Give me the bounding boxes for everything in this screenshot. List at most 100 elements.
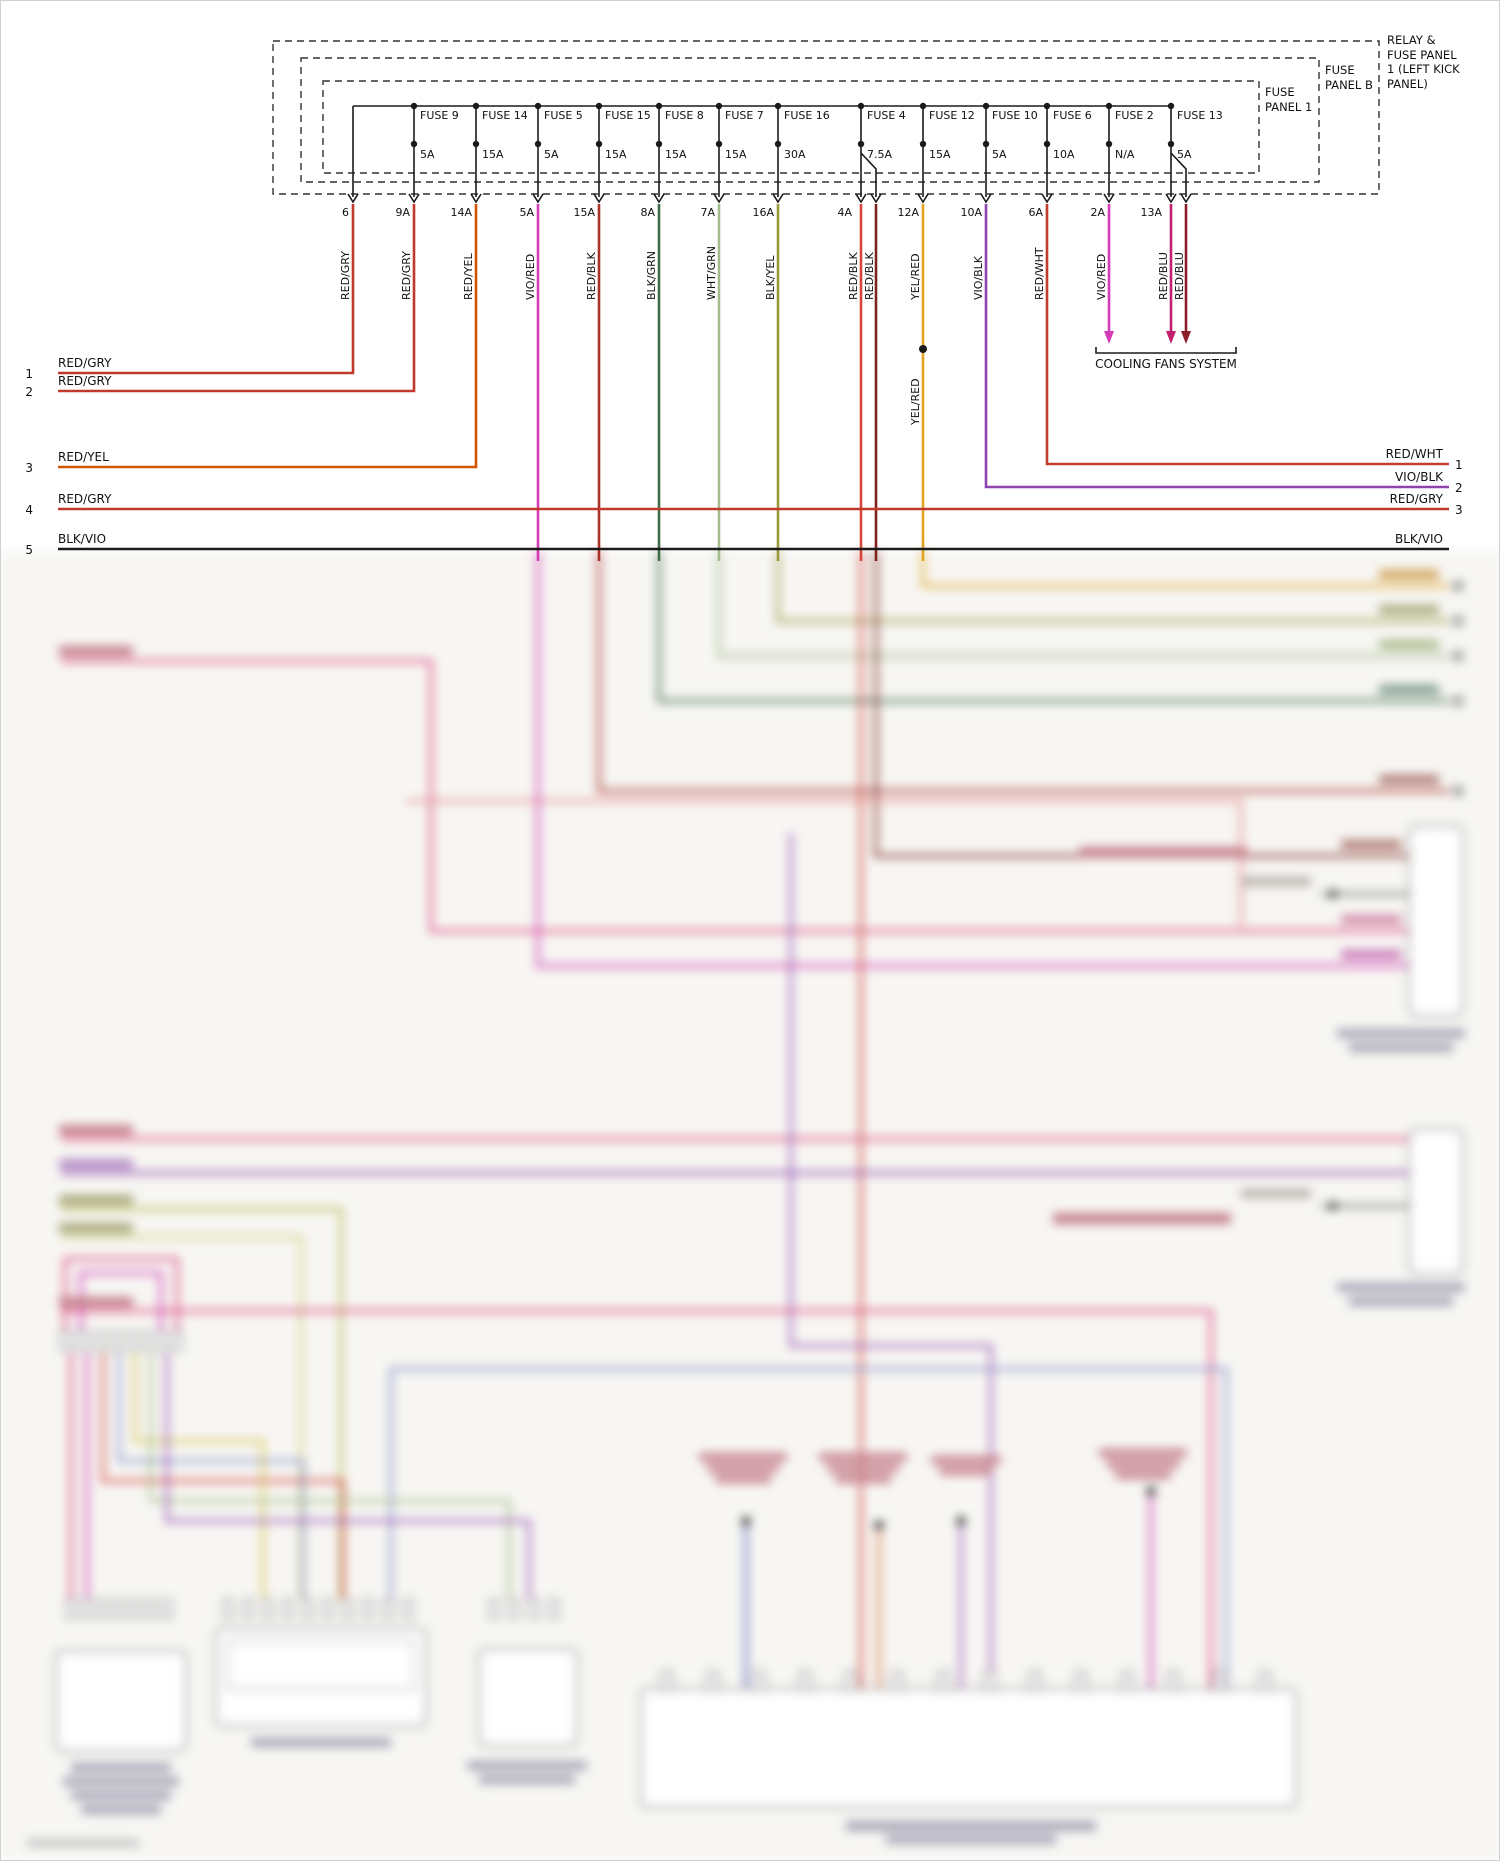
fuse-name: FUSE 12 [929,109,975,122]
wire-label: WHT/GRN [705,246,718,300]
fuse-pin: 2A [1090,206,1105,219]
wire-label: RED/BLU [1157,252,1170,300]
left-row-num: 4 [25,503,33,517]
left-row-label: RED/GRY [58,374,112,388]
right-row-num: 2 [1455,481,1463,495]
fuse-pin: 7A [700,206,715,219]
wire-label: YEL/RED [909,253,922,301]
fuse-amp: 5A [420,148,435,161]
fuse-col-9: FUSE 9 5A 9A RED/GRY [58,102,459,393]
right-row-label: VIO/BLK [1395,470,1444,484]
fuse-amp: 5A [544,148,559,161]
fuse-pin: 15A [573,206,595,219]
arrow-to-cooling-fans [1166,331,1176,344]
fuse-amp: 15A [482,148,504,161]
left-row-label: RED/GRY [58,492,112,506]
wire-label: RED/WHT [1033,247,1046,300]
blurred-wire-runs [61,551,1449,1691]
component-box-b [215,1628,427,1727]
wire-label: RED/GRY [400,251,413,300]
fuse-col-15: FUSE 15 15A 15A RED/BLK [573,102,651,561]
fuse-name: FUSE 10 [992,109,1038,122]
fuse-pin: 12A [897,206,919,219]
yel-red-junction-dot [919,345,927,353]
fuse-pin: 5A [519,206,534,219]
fuse-pin: 14A [450,206,472,219]
arrow-to-cooling-fans [1104,331,1114,344]
blurred-text-smudges [27,570,1465,1847]
blurred-components [55,825,1464,1808]
component-box-bottom-right [640,1688,1297,1808]
left-row-label: RED/GRY [58,356,112,370]
left-row-num: 3 [25,461,33,475]
right-row-num: 3 [1455,503,1463,517]
fuse-amp: N/A [1115,148,1135,161]
fuse-amp: 15A [665,148,687,161]
fuse-amp: 5A [1177,148,1192,161]
fuse-name: FUSE 7 [725,109,764,122]
fuse-name: FUSE 6 [1053,109,1092,122]
fuse-amp: 30A [784,148,806,161]
wire-label: RED/BLK [585,252,598,300]
fuse-col-5: FUSE 5 5A 5A VIO/RED [519,102,583,561]
wire-label: RED/BLK [847,252,860,300]
left-row-label: RED/YEL [58,450,109,464]
fuse-col-16: FUSE 16 30A 16A BLK/YEL [752,102,830,561]
fuse-panel-1-label: FUSE PANEL 1 [1265,85,1313,114]
fuse-col-8: FUSE 8 15A 8A BLK/GRN [640,102,704,561]
component-box-right-2 [1408,1128,1464,1275]
left-row-num: 5 [25,543,33,557]
fuse-col-10: FUSE 10 5A 10A VIO/BLK [960,102,1449,489]
cooling-fans-label: COOLING FANS SYSTEM [1095,357,1237,371]
fuse-pin: 10A [960,206,982,219]
fuse-amp: 15A [929,148,951,161]
wire-label: VIO/RED [524,254,537,300]
fuse-name: FUSE 15 [605,109,651,122]
right-row-label: BLK/VIO [1395,532,1443,546]
right-connector-labels: RED/WHT 1 VIO/BLK 2 RED/GRY 3 BLK/VIO [1386,447,1463,546]
blurred-junction-dots [741,890,1337,1530]
feed-column: 6 RED/GRY [58,106,359,375]
fuse-pin: 16A [752,206,774,219]
wire-label-2: RED/BLK [863,252,876,300]
fuse-col-7: FUSE 7 15A 7A WHT/GRN [700,102,764,561]
right-row-label: RED/WHT [1386,447,1444,461]
fuse-pin: 8A [640,206,655,219]
fuse-amp: 10A [1053,148,1075,161]
fuse-panel-1-box [322,80,1260,174]
fuse-amp: 15A [605,148,627,161]
fuse-amp: 7.5A [867,148,892,161]
fuse-col-14: FUSE 14 15A 14A RED/YEL [58,102,528,469]
fuse-col-6: FUSE 6 10A 6A RED/WHT [1028,102,1449,466]
feed-pin: 6 [342,206,349,219]
fuse-name: FUSE 2 [1115,109,1154,122]
cooling-fans-callout: COOLING FANS SYSTEM [1095,347,1237,371]
wire-label-2: RED/BLU [1173,252,1186,300]
fuse-pin: 9A [395,206,410,219]
fuse-col-4: FUSE 4 7.5A 4A RED/BLK RED/BLK [837,102,906,561]
fuse-name: FUSE 13 [1177,109,1223,122]
fuse-panel-b-box [300,57,1320,183]
right-row-label: RED/GRY [1390,492,1444,506]
fuse-pin: 13A [1140,206,1162,219]
fuse-name: FUSE 5 [544,109,583,122]
fuse-amp: 5A [992,148,1007,161]
blurred-diagram-region [1,551,1499,1860]
left-connector-labels: 1 RED/GRY 2 RED/GRY 3 RED/YEL 4 RED/GRY … [25,356,112,557]
blurred-wires-svg [1,551,1499,1860]
component-box-right-1 [1408,825,1464,1017]
fuse-name: FUSE 14 [482,109,528,122]
fuse-name: FUSE 4 [867,109,906,122]
fuse-col-13: FUSE 13 5A 13A RED/BLU RED/BLU [1140,102,1223,344]
shared-rows [58,507,1449,551]
component-box-a [55,1650,187,1752]
left-row-label: BLK/VIO [58,532,106,546]
component-box-c [478,1648,578,1747]
fuse-panel-b-label: FUSE PANEL B [1325,63,1373,92]
arrow-to-cooling-fans [1181,331,1191,344]
wire-label: BLK/GRN [645,251,658,300]
wire-label: VIO/BLK [972,255,985,300]
fuse-amp: 15A [725,148,747,161]
